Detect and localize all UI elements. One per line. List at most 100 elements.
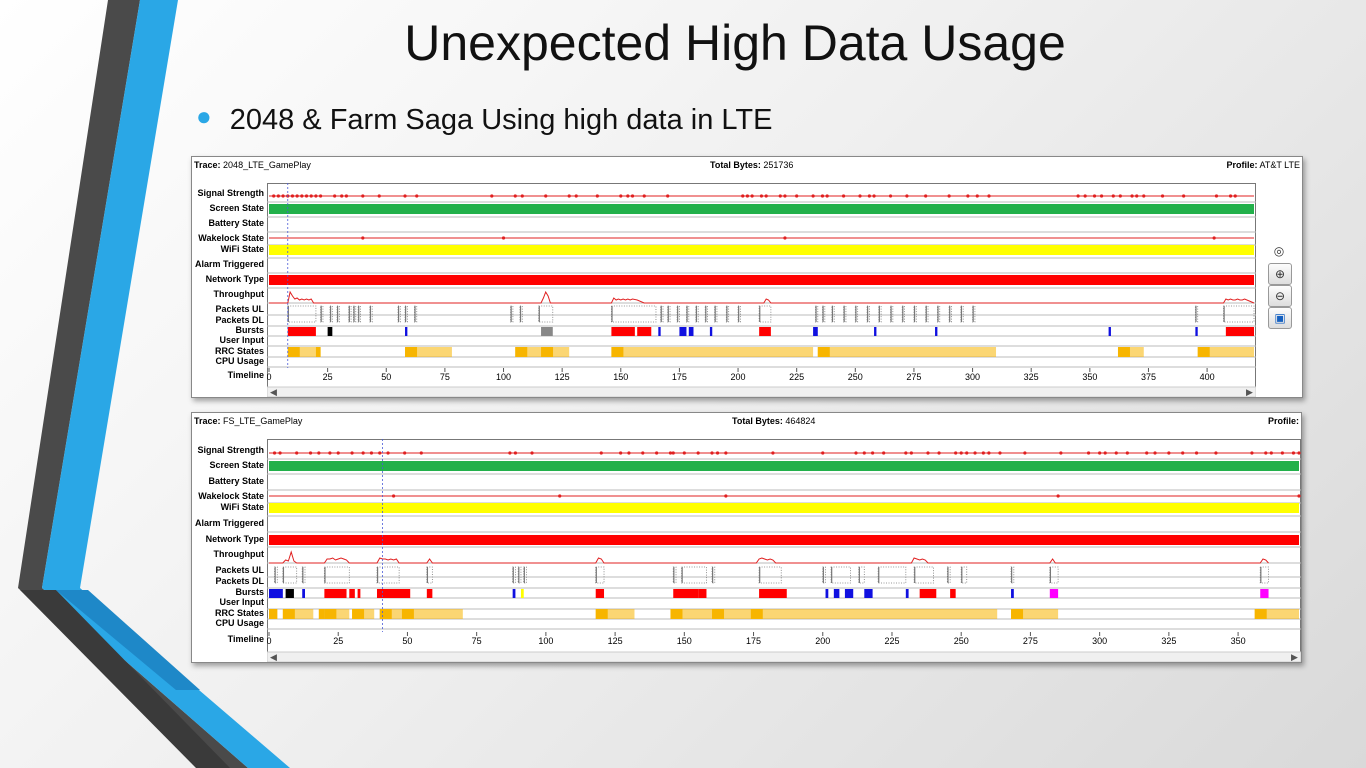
timeline-tick-label: 150 — [677, 636, 692, 646]
packet-edge — [348, 306, 350, 322]
screen-state-bar — [269, 461, 1299, 471]
timeline-tick-label: 125 — [555, 372, 570, 382]
signal-strength-point — [1167, 451, 1171, 455]
signal-strength-point — [1083, 194, 1087, 198]
packet-edge — [595, 567, 597, 583]
packet-edge — [518, 567, 520, 583]
burst-red — [349, 589, 355, 598]
timeline-tick-label: 175 — [746, 636, 761, 646]
burst-red — [698, 589, 707, 598]
signal-strength-point — [1181, 451, 1185, 455]
burst-blue — [905, 589, 909, 598]
packet-edge — [714, 306, 716, 322]
timeline-tick-label: 125 — [608, 636, 623, 646]
wakelock-point — [1212, 236, 1216, 240]
signal-strength-point — [888, 194, 893, 198]
signal-strength-point — [1111, 194, 1115, 198]
packet-edge — [426, 567, 429, 583]
timeline-tick-label: 225 — [884, 636, 899, 646]
signal-strength-point — [778, 194, 782, 198]
signal-strength-point — [937, 451, 941, 455]
signal-strength-point — [272, 451, 277, 455]
timeline-tick-label: 350 — [1231, 636, 1246, 646]
signal-strength-point — [666, 194, 670, 198]
signal-strength-point — [278, 451, 282, 455]
rrc-state-block — [595, 609, 635, 619]
packet-edge — [677, 306, 679, 322]
timeline-tick-label: 300 — [965, 372, 980, 382]
packet-marks — [822, 305, 826, 323]
signal-strength-point — [272, 194, 276, 198]
signal-strength-point — [715, 451, 720, 455]
signal-strength-point — [1228, 194, 1233, 198]
trace-plot-area[interactable]: 0 25 50 75 100 125 150 175 200 225 250 275 300 325 350… — [267, 439, 1301, 662]
rrc-state-block — [817, 347, 997, 357]
signal-strength-point — [926, 451, 930, 455]
burst-gray — [541, 327, 553, 336]
packet-edge — [949, 306, 951, 322]
burst-blue — [405, 327, 408, 336]
signal-strength-point — [1269, 451, 1273, 455]
signal-strength-point — [619, 451, 623, 455]
packet-marks — [711, 566, 716, 584]
packet-edge — [878, 567, 880, 583]
packet-marks — [404, 305, 408, 323]
timeline-tick-label: 250 — [954, 636, 969, 646]
rrc-state-promotion — [1254, 609, 1267, 619]
rrc-state-promotion — [1011, 609, 1024, 619]
row-label-alarm-triggered: Alarm Triggered — [194, 259, 264, 269]
packet-marks — [878, 305, 882, 323]
packet-marks — [704, 305, 708, 323]
signal-strength-point — [1297, 451, 1301, 455]
packet-edge — [512, 567, 514, 583]
signal-strength-point — [574, 194, 578, 198]
wakelock-point — [558, 494, 562, 498]
signal-strength-point — [975, 194, 979, 198]
bullet-text: 2048 & Farm Saga Using high data in LTE — [229, 104, 773, 136]
packet-edge — [843, 306, 845, 322]
wifi-state-bar — [269, 503, 1299, 513]
signal-strength-point — [965, 451, 969, 455]
trace-plot-area[interactable]: 0 25 50 75 100 125 150 175 200 225 250 275 300 325 350… — [267, 183, 1256, 397]
burst-magenta — [1049, 589, 1059, 598]
packet-edge — [726, 306, 728, 322]
rrc-state-promotion — [1197, 347, 1210, 357]
save-button[interactable]: ▣ — [1268, 307, 1292, 329]
rrc-state-block — [287, 347, 316, 357]
packet-marks — [672, 566, 677, 584]
signal-strength-point — [1114, 451, 1118, 455]
packet-marks — [517, 566, 522, 584]
row-label-user-input: User Input — [219, 335, 264, 345]
signal-strength-point — [642, 194, 646, 198]
signal-strength-point — [724, 451, 728, 455]
packet-marks — [890, 305, 894, 323]
signal-strength-point — [1023, 451, 1027, 455]
burst-blue — [269, 589, 283, 598]
reset-zoom-icon[interactable]: ◎ — [1273, 244, 1285, 258]
timeline-tick-label: 100 — [496, 372, 511, 382]
packet-marks — [866, 305, 870, 323]
timeline-tick-label: 75 — [472, 636, 482, 646]
burst-blue — [813, 327, 818, 336]
signal-strength-point — [300, 194, 304, 198]
burst-blue — [688, 327, 694, 336]
zoom-in-button[interactable]: ⊕ — [1268, 263, 1292, 285]
zoom-out-button[interactable]: ⊖ — [1268, 285, 1292, 307]
trace-name-label: Trace: FS_LTE_GamePlay — [194, 416, 303, 426]
timeline-tick-label: 375 — [1141, 372, 1156, 382]
bullet-dot-icon: ● — [196, 101, 212, 131]
packet-edge — [353, 306, 355, 322]
timeline-tick-label: 300 — [1092, 636, 1107, 646]
burst-red — [324, 589, 347, 598]
rrc-state-promotion — [269, 609, 278, 619]
signal-strength-point — [336, 451, 340, 455]
timeline-tick-label: 0 — [267, 636, 272, 646]
timeline-tick-label: 50 — [381, 372, 391, 382]
rrc-state-promotion — [401, 609, 414, 619]
signal-strength-point — [520, 194, 524, 198]
burst-red — [759, 589, 787, 598]
rrc-state-promotion — [611, 347, 624, 357]
burst-red — [426, 589, 433, 598]
signal-strength-point — [1135, 194, 1139, 198]
rrc-state-block — [1117, 347, 1144, 357]
